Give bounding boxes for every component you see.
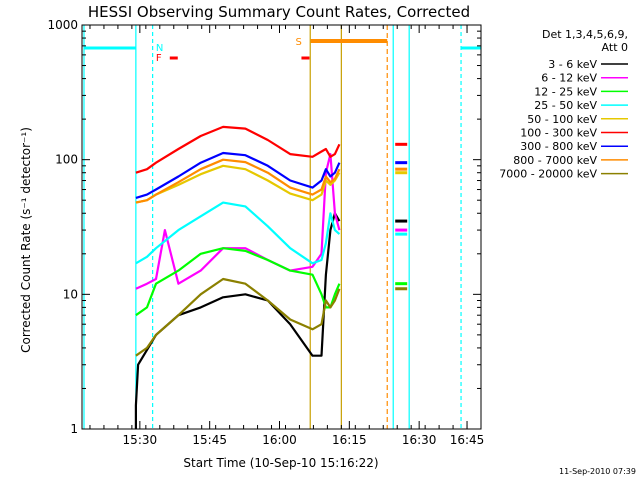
series-line-3 [135, 247, 341, 317]
axes: 1 10 100 1000 15:30 15:45 16:00 16:15 16:30 16:45 [47, 18, 484, 447]
x-tick-label: 15:45 [192, 433, 227, 447]
legend-label-9: 7000 - 20000 keV [499, 168, 597, 181]
legend-label-7: 300 - 800 keV [520, 140, 597, 153]
legend-label-8: 800 - 7000 keV [513, 154, 597, 167]
y-tick-label: 100 [55, 153, 78, 167]
flag-label-f: F [156, 53, 162, 64]
flags-layer: NF S [83, 37, 481, 64]
observing-regions [83, 25, 462, 429]
flag-label-n: N [156, 43, 163, 54]
chart-title: HESSI Observing Summary Count Rates, Cor… [88, 3, 470, 21]
x-tick-label: 16:45 [450, 433, 485, 447]
legend-label-5: 50 - 100 keV [527, 113, 597, 126]
x-tick-label: 15:30 [123, 433, 158, 447]
legend-label-6: 100 - 300 keV [520, 127, 597, 140]
y-tick-label: 1000 [47, 18, 78, 32]
legend-label-1: 3 - 6 keV [548, 58, 597, 71]
footer-date: 11-Sep-2010 07:39 [559, 467, 636, 476]
series-line-4 [135, 201, 341, 265]
legend-label-4: 25 - 50 keV [534, 99, 597, 112]
plot-frame [81, 24, 482, 430]
series-line-9 [135, 277, 341, 357]
x-axis-label: Start Time (10-Sep-10 15:16:22) [183, 456, 378, 470]
legend-header-line-2: Att 0 [602, 41, 628, 54]
legend-label-2: 6 - 12 keV [541, 72, 597, 85]
legend-header-line-1: Det 1,3,4,5,6,9, [542, 28, 628, 41]
series-line-1 [134, 212, 341, 429]
flag-label-s: S [295, 37, 301, 48]
x-tick-label: 16:00 [262, 433, 297, 447]
series-line-2 [135, 153, 341, 290]
y-tick-label: 1 [70, 422, 78, 436]
x-tick-label: 16:15 [332, 433, 367, 447]
series-layer [134, 125, 408, 429]
series-line-6 [135, 125, 341, 174]
x-tick-label: 16:30 [402, 433, 437, 447]
y-axis-label: Corrected Count Rate (s⁻¹ detector⁻¹) [19, 127, 33, 353]
y-tick-label: 10 [63, 287, 78, 301]
series-line-8 [135, 158, 341, 204]
series-line-7 [135, 151, 341, 199]
legend-label-3: 12 - 25 keV [534, 85, 597, 98]
